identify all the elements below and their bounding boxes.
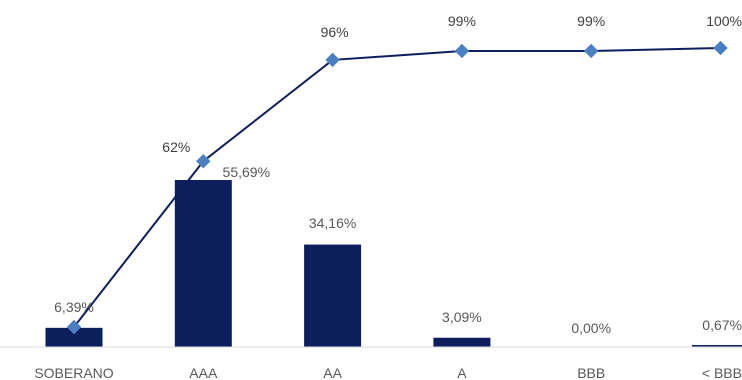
cumulative-line-layer — [66, 40, 728, 335]
line-marker-2 — [325, 52, 340, 68]
x-tick-label-4: BBB — [577, 365, 605, 380]
line-marker-4 — [583, 43, 599, 59]
line-marker-5 — [713, 40, 728, 56]
line-marker-1 — [195, 153, 211, 169]
x-tick-labels: SOBERANO AAA AA A BBB < BBB — [34, 365, 742, 380]
cumulative-line — [73, 47, 721, 328]
x-tick-label-2: AA — [323, 365, 342, 380]
bar-label-1: 55,69% — [223, 164, 270, 180]
x-tick-label-1: AAA — [189, 365, 218, 380]
line-marker-3 — [454, 43, 470, 59]
bar-0 — [45, 327, 103, 347]
bar-5 — [692, 344, 742, 347]
bar-label-0: 6,39% — [54, 299, 94, 315]
line-label-2: 96% — [321, 24, 349, 40]
bars-layer — [45, 180, 742, 347]
x-tick-label-5: < BBB — [702, 365, 742, 380]
bar-label-5: 0,67% — [702, 317, 742, 333]
bar-label-4: 0,00% — [571, 320, 611, 336]
bar-3 — [433, 337, 491, 347]
bar-label-3: 3,09% — [442, 309, 482, 325]
bar-2 — [304, 244, 362, 347]
line-label-1: 62% — [162, 139, 190, 155]
line-label-3: 99% — [448, 13, 476, 29]
line-marker-0 — [66, 319, 82, 335]
line-label-4: 99% — [577, 13, 605, 29]
labels-layer: 6,39% 55,69% 34,16% 3,09% 0,00% 0,67% 62% 96% 99… — [54, 13, 742, 336]
line-label-5: 100% — [706, 13, 742, 29]
x-tick-label-3: A — [457, 365, 467, 380]
x-tick-label-0: SOBERANO — [34, 365, 113, 380]
bar-label-2: 34,16% — [309, 215, 356, 231]
bar-1 — [174, 180, 232, 347]
